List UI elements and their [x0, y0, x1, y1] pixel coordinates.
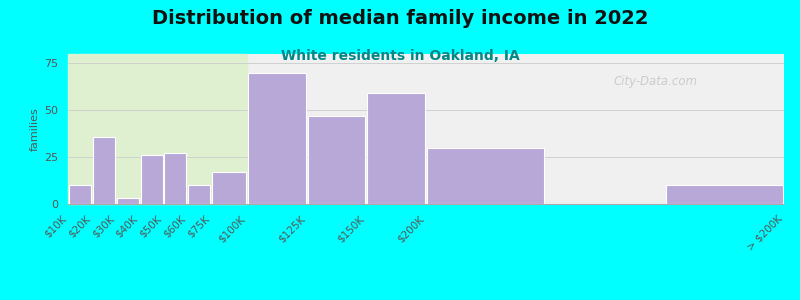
Bar [93, 136, 114, 204]
Text: Distribution of median family income in 2022: Distribution of median family income in … [152, 9, 648, 28]
Bar [117, 198, 138, 204]
Bar [68, 54, 247, 204]
Bar [666, 185, 783, 204]
Text: White residents in Oakland, IA: White residents in Oakland, IA [281, 50, 519, 64]
Bar [165, 153, 186, 204]
Y-axis label: families: families [30, 107, 40, 151]
Bar [308, 116, 366, 204]
Bar [212, 172, 246, 204]
Bar [188, 185, 210, 204]
Bar [427, 148, 544, 204]
Bar [367, 93, 425, 204]
Text: City-Data.com: City-Data.com [613, 74, 697, 88]
Bar [248, 73, 306, 204]
Bar [141, 155, 162, 204]
Bar [69, 185, 91, 204]
